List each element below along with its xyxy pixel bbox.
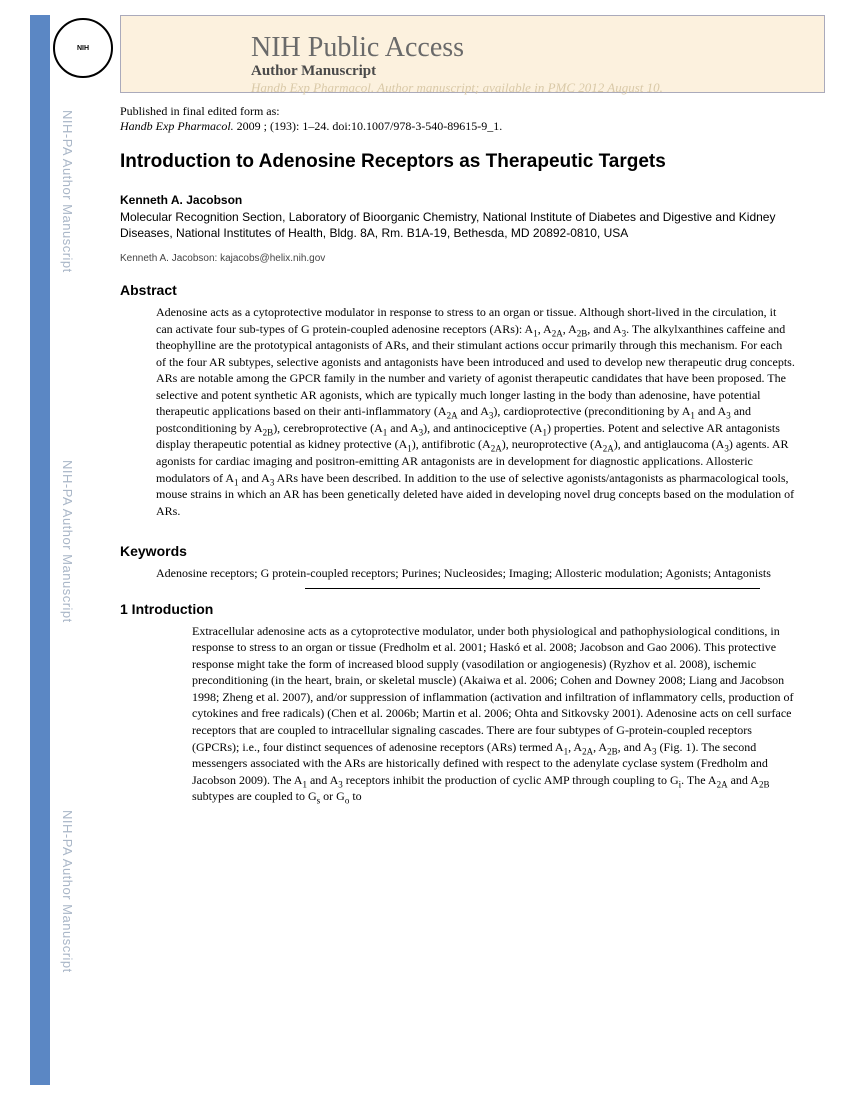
header-subtitle: Author Manuscript: [251, 63, 376, 80]
header-journal: Handb Exp Pharmacol.: [251, 80, 374, 95]
author-name: Kenneth A. Jacobson: [120, 193, 820, 207]
correspondence: Kenneth A. Jacobson: kajacobs@helix.nih.…: [120, 253, 820, 264]
published-line: Published in final edited form as:: [120, 104, 820, 119]
watermark-2: NIH-PA Author Manuscript: [57, 460, 75, 623]
keywords-text: Adenosine receptors; G protein-coupled r…: [156, 565, 795, 582]
header-avail: Author manuscript; available in PMC 2012…: [374, 80, 663, 95]
abstract-text: Adenosine acts as a cytoprotective modul…: [156, 304, 795, 519]
header-title: NIH Public Access: [251, 32, 464, 64]
citation-rest: 2009 ; (193): 1–24. doi:10.1007/978-3-54…: [234, 119, 503, 133]
nih-logo: NIH: [53, 18, 113, 78]
divider: [305, 588, 760, 589]
abstract-heading: Abstract: [120, 282, 820, 298]
citation-journal: Handb Exp Pharmacol.: [120, 119, 234, 133]
citation-line: Handb Exp Pharmacol. 2009 ; (193): 1–24.…: [120, 119, 820, 134]
watermark-3: NIH-PA Author Manuscript: [57, 810, 75, 973]
intro-text: Extracellular adenosine acts as a cytopr…: [192, 623, 795, 805]
left-rail: [30, 15, 50, 1085]
keywords-heading: Keywords: [120, 543, 820, 559]
watermark-1: NIH-PA Author Manuscript: [57, 110, 75, 273]
content-area: Published in final edited form as: Handb…: [120, 100, 820, 805]
header-journal-line: Handb Exp Pharmacol. Author manuscript; …: [251, 80, 663, 96]
article-title: Introduction to Adenosine Receptors as T…: [120, 150, 820, 175]
author-affiliation: Molecular Recognition Section, Laborator…: [120, 209, 820, 241]
intro-heading: 1 Introduction: [120, 601, 820, 617]
header-banner: NIH Public Access Author Manuscript Hand…: [120, 15, 825, 93]
